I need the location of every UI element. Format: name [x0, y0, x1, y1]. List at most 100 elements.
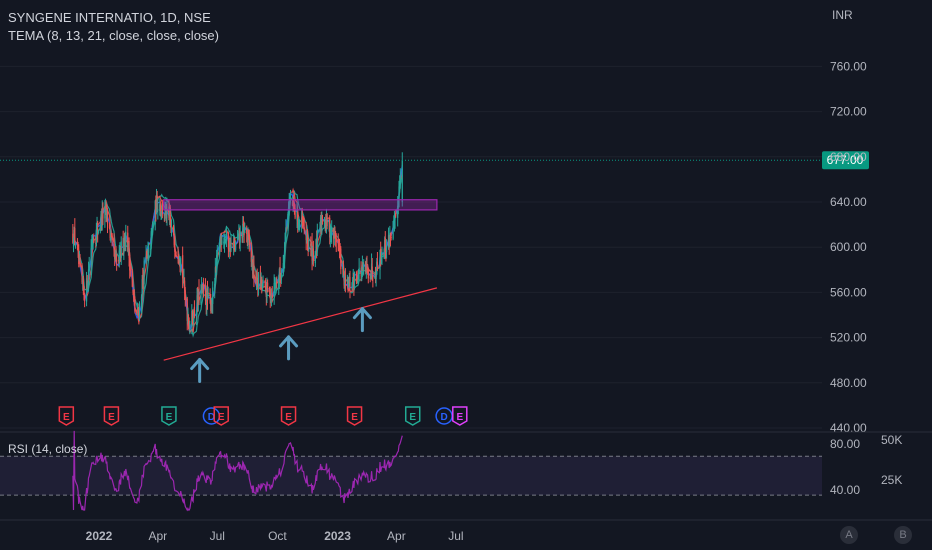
- candle-body: [175, 252, 177, 254]
- candle-body: [278, 268, 280, 280]
- candle-body: [173, 234, 175, 245]
- candle-body: [378, 265, 380, 267]
- candle-body: [342, 267, 344, 269]
- candle-body: [259, 271, 262, 286]
- candle-body: [163, 213, 165, 217]
- badge-label: E: [108, 412, 115, 423]
- candle-body: [202, 285, 204, 288]
- price-tick: 640.00: [830, 195, 867, 209]
- candle-body: [248, 231, 250, 237]
- candle-body: [115, 255, 117, 258]
- candle-body: [211, 303, 213, 305]
- candle-body: [298, 223, 300, 228]
- candle-body: [137, 307, 139, 314]
- candle-body: [293, 199, 295, 208]
- candle-body: [243, 225, 245, 236]
- candle-body: [164, 208, 166, 219]
- rsi-legend[interactable]: RSI (14, close): [8, 442, 88, 456]
- candle-body: [280, 274, 282, 281]
- candle-body: [365, 265, 367, 274]
- candle-body: [394, 216, 396, 220]
- candle-body: [138, 311, 140, 318]
- axis-settings-button[interactable]: B: [894, 526, 912, 544]
- candle-body: [183, 278, 185, 281]
- symbol-title[interactable]: SYNGENE INTERNATIO, 1D, NSE: [8, 10, 211, 25]
- candle-body: [308, 246, 310, 248]
- candle-body: [282, 263, 284, 274]
- dividend-badge[interactable]: D: [435, 407, 453, 425]
- candle-body: [114, 257, 116, 261]
- candle-body: [136, 308, 139, 315]
- time-tick: Jul: [448, 529, 463, 543]
- candle-body: [127, 232, 129, 252]
- candle-body: [87, 269, 90, 286]
- candle-body: [310, 245, 313, 248]
- candle-body: [384, 240, 386, 256]
- earnings-badge[interactable]: E: [213, 406, 229, 426]
- dividend-badge[interactable]: D: [202, 407, 221, 425]
- axis-auto-button[interactable]: A: [840, 526, 858, 544]
- earnings-badge[interactable]: E: [452, 406, 468, 426]
- badge-shape: [452, 406, 468, 426]
- candle-body: [214, 283, 216, 291]
- candle-body: [77, 244, 79, 252]
- candle-body: [316, 232, 318, 247]
- candle-body: [92, 240, 94, 244]
- candle-body: [291, 202, 294, 206]
- badge-label: E: [63, 412, 70, 423]
- candle-body: [172, 228, 175, 234]
- candle-body: [229, 240, 231, 252]
- candle-body: [229, 240, 231, 253]
- candle-body: [227, 232, 230, 249]
- candle-body: [246, 229, 248, 234]
- candle-body: [270, 292, 273, 299]
- candle-body: [250, 248, 252, 262]
- candle-body: [383, 254, 385, 257]
- candle-body: [81, 265, 83, 283]
- candle-body: [370, 263, 373, 272]
- candle-body: [111, 233, 113, 239]
- candle-body: [301, 215, 303, 224]
- candle-body: [150, 231, 152, 246]
- candle-body: [325, 213, 328, 226]
- candle-body: [177, 250, 179, 256]
- candle-body: [348, 278, 350, 282]
- candle-body: [257, 274, 260, 290]
- candle-body: [106, 210, 108, 219]
- candle-body: [319, 228, 321, 232]
- candles: [72, 152, 403, 335]
- candle-body: [180, 258, 182, 266]
- candle-body: [358, 267, 360, 275]
- earnings-badge[interactable]: E: [161, 406, 177, 426]
- earnings-badge[interactable]: E: [280, 406, 297, 426]
- indicator-legend[interactable]: TEMA (8, 13, 21, close, close, close): [8, 28, 219, 43]
- candle-body: [91, 241, 93, 247]
- candle-body: [179, 260, 181, 264]
- candle-body: [340, 248, 342, 270]
- candle-body: [289, 200, 291, 203]
- candle-body: [333, 227, 335, 239]
- candle-body: [265, 289, 267, 298]
- candle-body: [279, 266, 281, 277]
- earnings-badge[interactable]: E: [103, 406, 120, 426]
- badge-label: D: [440, 412, 447, 423]
- earnings-badge[interactable]: E: [404, 406, 421, 426]
- candle-body: [392, 220, 394, 239]
- candle-body: [246, 231, 248, 238]
- candle-body: [342, 269, 345, 273]
- candle-body: [160, 211, 162, 213]
- up-arrow-icon: [352, 307, 372, 333]
- candle-body: [151, 229, 153, 235]
- candle-body: [201, 285, 203, 291]
- earnings-badge[interactable]: E: [58, 406, 75, 426]
- candle-body: [91, 242, 94, 244]
- time-tick: 2023: [324, 529, 351, 543]
- up-arrow-icon: [190, 358, 210, 383]
- candle-body: [202, 284, 205, 289]
- candle-body: [278, 278, 280, 288]
- price-tick: 720.00: [830, 105, 867, 119]
- candle-body: [159, 204, 161, 212]
- earnings-badge[interactable]: E: [346, 406, 363, 426]
